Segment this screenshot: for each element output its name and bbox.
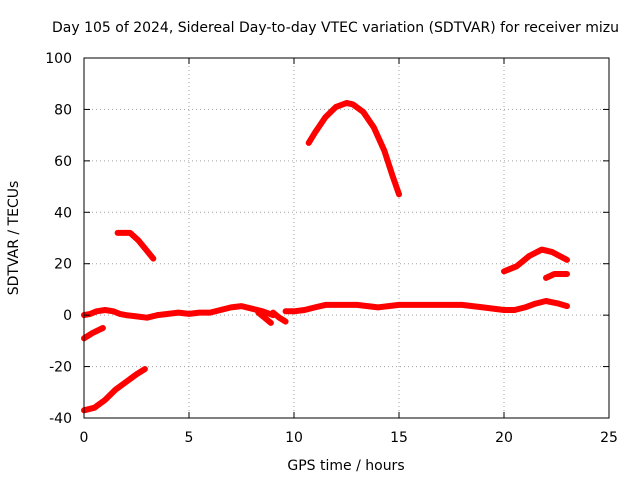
- x-tick-label: 20: [495, 430, 513, 446]
- x-tick-label: 10: [285, 430, 303, 446]
- plot-frame: [83, 57, 610, 419]
- series-arc-low-rising: [81, 366, 148, 414]
- x-axis-label: GPS time / hours: [287, 458, 404, 474]
- series-arc-dip-9-10: [270, 309, 289, 325]
- y-tick-label: 0: [63, 308, 72, 324]
- series-arc-high-peak: [305, 100, 402, 198]
- x-tick-label: 0: [80, 430, 89, 446]
- series-group: [81, 100, 570, 414]
- series-arc-near-zero-1: [81, 307, 161, 321]
- y-tick-label: 100: [45, 51, 72, 67]
- x-tick-label: 5: [185, 430, 194, 446]
- series-arc-near-zero-2: [154, 303, 276, 319]
- series-arc-20-23: [511, 298, 570, 313]
- x-axis: 0 5 10 15 20 25: [80, 58, 618, 446]
- x-tick-label: 15: [390, 430, 408, 446]
- y-tick-label: 20: [54, 257, 72, 273]
- series-arc-22-23: [543, 271, 570, 281]
- chart-title: Day 105 of 2024, Sidereal Day-to-day VTE…: [52, 20, 619, 36]
- y-tick-label: 60: [54, 154, 72, 170]
- y-tick-label: 80: [54, 102, 72, 118]
- series-arc-dip-8-9: [255, 309, 274, 326]
- y-axis: -40 -20 0 20 40 60 80 100: [45, 51, 609, 427]
- series-arc-near-zero-3: [282, 301, 518, 315]
- y-tick-label: 40: [54, 205, 72, 221]
- series-arc-20-23-upper: [501, 246, 570, 275]
- series-arc-2-3: [114, 229, 157, 262]
- y-tick-label: -40: [49, 411, 72, 427]
- y-axis-label: SDTVAR / TECUs: [6, 181, 22, 296]
- series-arc-neg-short: [81, 325, 106, 342]
- x-tick-label: 25: [600, 430, 618, 446]
- y-tick-label: -20: [49, 360, 72, 376]
- grid: [84, 58, 609, 418]
